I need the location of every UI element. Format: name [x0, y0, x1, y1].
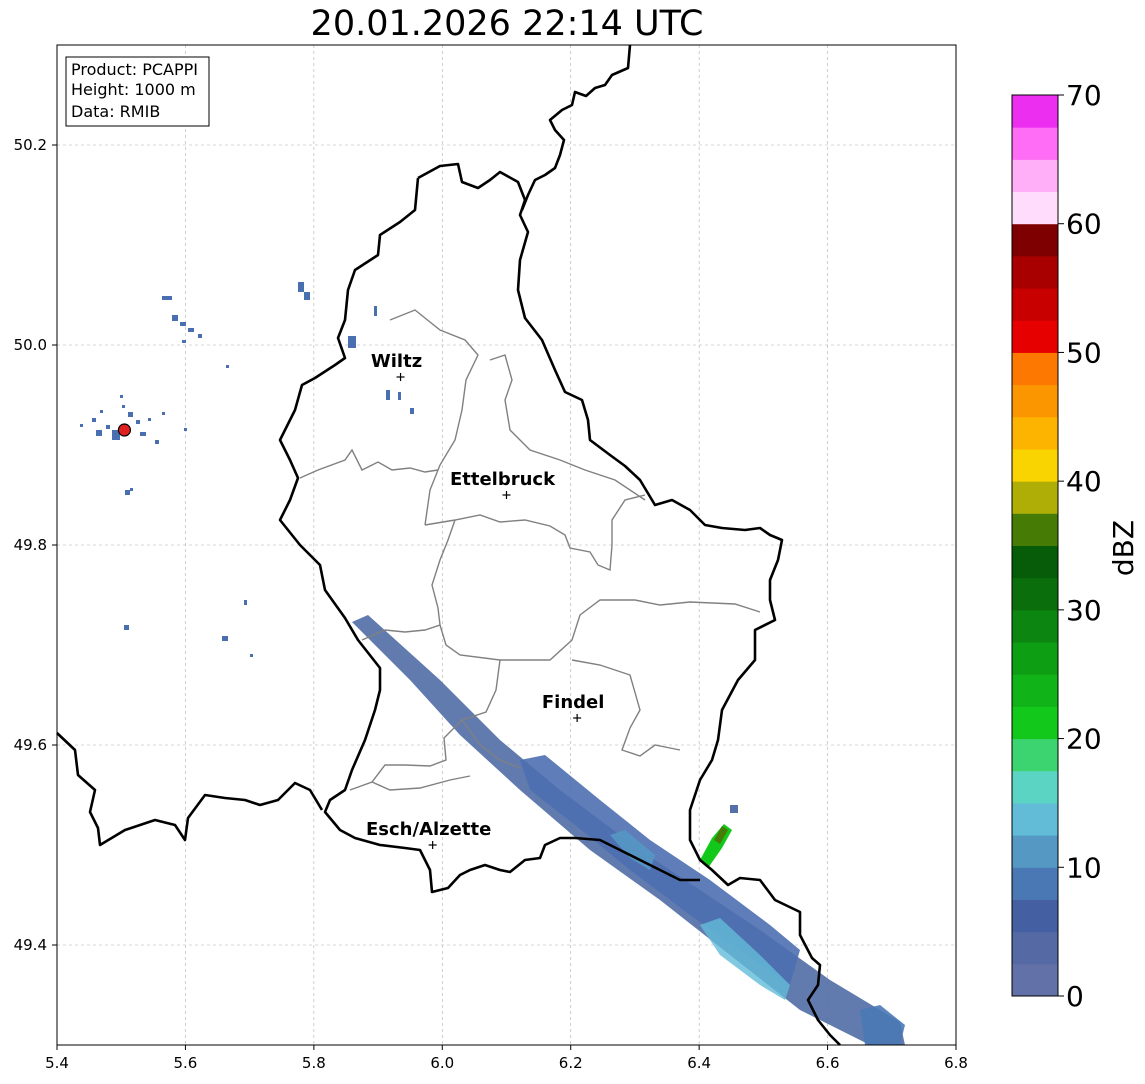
luxembourg-outline	[417, 162, 841, 1046]
colorbar-segment-2	[1012, 899, 1058, 933]
colorbar-tick-label-0: 0	[1066, 980, 1084, 1013]
district-borders	[299, 309, 761, 791]
echo-band-teal	[610, 830, 655, 870]
x-tick-label-3: 6.0	[430, 1054, 454, 1072]
colorbar-segment-10	[1012, 642, 1058, 675]
colorbar-segment-5	[1012, 802, 1058, 836]
colorbar-segment-25	[1012, 159, 1058, 193]
colorbar-segment-20	[1012, 320, 1058, 353]
colorbar-segment-11	[1012, 609, 1058, 643]
colorbar-segment-9	[1012, 674, 1058, 707]
x-tick-label-1: 5.6	[173, 1054, 197, 1072]
echo-speck	[730, 805, 738, 813]
colorbar-segment-12	[1012, 577, 1058, 611]
echo-band-cyan	[700, 918, 790, 1000]
colorbar-segment-19	[1012, 352, 1058, 386]
colorbar-segment-17	[1012, 416, 1058, 450]
y-tick-label-4: 49.4	[14, 936, 47, 954]
x-axis: 5.4 5.6 5.8 6.0 6.2 6.4 6.6 6.8	[45, 1045, 968, 1072]
x-tick-label-0: 5.4	[45, 1054, 69, 1072]
colorbar-segment-24	[1012, 191, 1058, 225]
colorbar-segment-7	[1012, 738, 1058, 772]
colorbar-tick-label-6: 60	[1066, 208, 1102, 241]
info-height: Height: 1000 m	[71, 80, 196, 99]
y-axis: 50.2 50.0 49.8 49.6 49.4	[14, 136, 57, 954]
colorbar-segment-21	[1012, 288, 1058, 321]
radar-site-marker[interactable]	[117, 423, 132, 437]
info-data: Data: RMIB	[71, 102, 160, 121]
plot-area[interactable]	[57, 45, 956, 1045]
country-border	[56, 44, 841, 1046]
echo-cell-olive	[714, 826, 728, 844]
colorbar-segment-14	[1012, 513, 1058, 546]
belgium-border	[56, 732, 324, 847]
colorbar-segment-13	[1012, 545, 1058, 579]
city-label-wiltz: Wiltz	[371, 351, 422, 372]
colorbar-segment-26	[1012, 127, 1058, 160]
colorbar-segment-8	[1012, 706, 1058, 740]
colorbar-segment-23	[1012, 223, 1058, 257]
colorbar-segment-16	[1012, 448, 1058, 482]
colorbar-segment-15	[1012, 481, 1058, 514]
germany-border	[520, 44, 632, 211]
city-label-esch-alzette: Esch/Alzette	[366, 819, 491, 840]
colorbar-segment-0	[1012, 963, 1058, 997]
x-tick-label-2: 5.8	[302, 1054, 326, 1072]
city-label-findel: Findel	[542, 692, 605, 713]
colorbar-segment-4	[1012, 835, 1058, 868]
colorbar-tick-label-4: 40	[1066, 465, 1102, 498]
city-labels: Wiltz Ettelbruck Findel Esch/Alzette	[366, 351, 604, 849]
radar-site-dot	[117, 423, 132, 437]
y-tick-label-0: 50.2	[14, 136, 47, 154]
colorbar-segment-3	[1012, 867, 1058, 900]
city-label-ettelbruck: Ettelbruck	[450, 469, 556, 490]
colorbar-tick-label-1: 10	[1066, 851, 1102, 884]
y-tick-label-1: 50.0	[14, 336, 47, 354]
colorbar-tick-label-7: 70	[1066, 79, 1102, 112]
colorbar-segment-1	[1012, 931, 1058, 965]
y-tick-label-3: 49.6	[14, 736, 47, 754]
map-title: 20.01.2026 22:14 UTC	[310, 4, 704, 44]
colorbar-segment-18	[1012, 384, 1058, 418]
x-tick-label-7: 6.8	[944, 1054, 968, 1072]
echo-band-tail	[860, 1005, 905, 1045]
x-tick-label-6: 6.6	[816, 1054, 840, 1072]
colorbar-segment-6	[1012, 770, 1058, 804]
colorbar-segment-22	[1012, 255, 1058, 289]
x-tick-label-5: 6.4	[687, 1054, 711, 1072]
y-tick-label-2: 49.8	[14, 536, 47, 554]
colorbar-segment-27	[1012, 95, 1058, 128]
colorbar-tick-label-2: 20	[1066, 723, 1102, 756]
x-tick-label-4: 6.2	[559, 1054, 583, 1072]
info-box: Product: PCAPPI Height: 1000 m Data: RMI…	[65, 56, 210, 127]
colorbar	[1012, 95, 1058, 997]
colorbar-tick-label-3: 30	[1066, 594, 1102, 627]
colorbar-frame	[1011, 94, 1059, 997]
info-product: Product: PCAPPI	[71, 60, 198, 79]
colorbar-ticks: 0 10 20 30 40 50 60 70	[1058, 79, 1102, 1013]
colorbar-label: dBZ	[1107, 520, 1140, 576]
colorbar-tick-label-5: 50	[1066, 336, 1102, 369]
echo-clutter	[80, 282, 414, 657]
